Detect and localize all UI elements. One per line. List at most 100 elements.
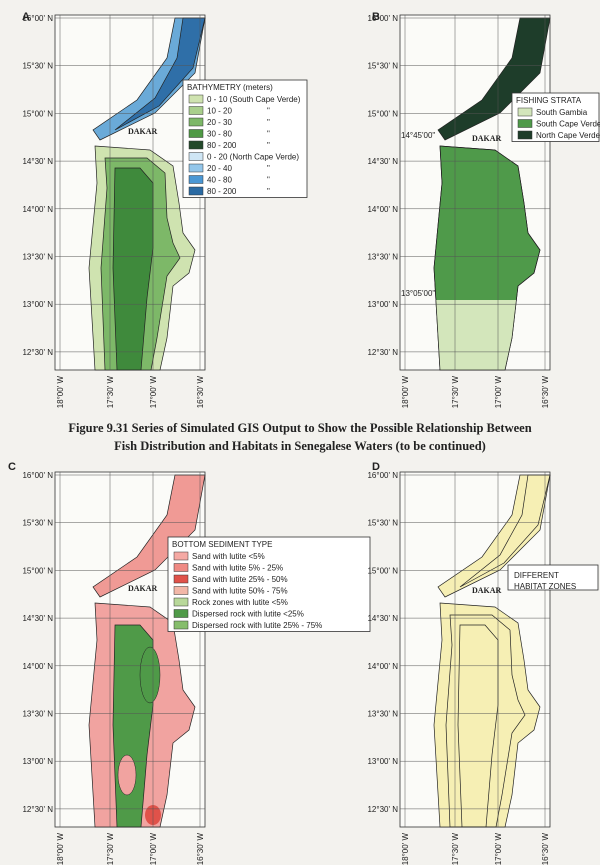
legend-label: 40 - 80 — [207, 176, 232, 185]
longitude-label: 17°00' W — [149, 376, 158, 409]
legend-label: 80 - 200 — [207, 141, 237, 150]
legend-ditto: " — [267, 118, 270, 127]
legend-swatch — [173, 597, 189, 607]
region — [433, 145, 541, 371]
panel-label: B — [372, 11, 380, 23]
legend-title: BOTTOM SEDIMENT TYPE — [172, 540, 272, 549]
region — [437, 17, 551, 141]
legend-label: 20 - 40 — [207, 164, 232, 173]
legend-label: South Gambia — [536, 108, 588, 117]
legend-swatch — [517, 119, 533, 128]
legend-swatch — [517, 130, 533, 140]
map — [433, 17, 551, 371]
legend-ditto: " — [267, 176, 270, 185]
latitude-label: 13°30' N — [22, 710, 53, 719]
longitude-label: 16°30' W — [196, 833, 205, 865]
place-label: DAKAR — [128, 584, 158, 593]
longitude-label: 18°00' W — [56, 376, 65, 409]
longitude-label: 17°00' W — [494, 376, 503, 409]
legend-box — [167, 536, 371, 632]
legend-box — [182, 79, 308, 198]
latitude-label: 12°30' N — [367, 348, 398, 357]
map — [88, 17, 206, 371]
longitude-label: 18°00' W — [401, 376, 410, 409]
latitude-label: 15°00' N — [367, 109, 398, 118]
legend-label: South Cape Verde — [536, 120, 600, 129]
legend-title: DIFFERENT — [514, 571, 559, 580]
latitude-label: 15°30' N — [22, 62, 53, 71]
place-label: DAKAR — [472, 586, 502, 595]
map — [433, 474, 551, 828]
legend-swatch — [173, 574, 189, 584]
latitude-label: 12°30' N — [22, 805, 53, 814]
legend-swatch — [173, 586, 189, 595]
legend-label: 20 - 30 — [207, 118, 232, 127]
legend-label: Sand with lutite 5% - 25% — [192, 564, 283, 573]
longitude-label: 16°30' W — [541, 833, 550, 865]
legend-swatch — [188, 129, 204, 138]
latitude-label: 15°00' N — [367, 566, 398, 575]
longitude-label: 17°00' W — [494, 833, 503, 865]
panel-label: D — [372, 461, 380, 473]
region — [445, 614, 526, 828]
latitude-label: 13°00' N — [367, 757, 398, 766]
latitude-label: 15°00' N — [22, 109, 53, 118]
legend-label: Sand with lutite 50% - 75% — [192, 587, 288, 596]
latitude-label: 14°30' N — [22, 157, 53, 166]
legend-label: Dispersed rock with lutite 25% - 75% — [192, 621, 322, 630]
panel-label: C — [8, 461, 16, 473]
longitude-label: 18°00' W — [401, 833, 410, 865]
latitude-label: 14°00' N — [22, 205, 53, 214]
latitude-label: 14°30' N — [22, 614, 53, 623]
legend-swatch — [517, 107, 533, 117]
legend-swatch — [173, 551, 189, 561]
latitude-label: 16°00' N — [367, 471, 398, 480]
legend-label: Sand with lutite 25% - 50% — [192, 575, 288, 584]
legend-ditto: " — [267, 164, 270, 173]
legend-ditto: " — [267, 141, 270, 150]
place-label: DAKAR — [128, 127, 158, 136]
panel-label: A — [22, 11, 30, 23]
legend-label: 0 - 20 (North Cape Verde) — [207, 153, 299, 162]
latitude-label: 14°30' N — [367, 614, 398, 623]
latitude-label: 15°30' N — [367, 62, 398, 71]
legend-title: FISHING STRATA — [516, 96, 582, 105]
latitude-label: 15°30' N — [367, 519, 398, 528]
legend-label: Dispersed rock with lutite <25% — [192, 610, 304, 619]
latitude-label: 16°00' N — [22, 14, 53, 23]
legend-swatch — [188, 186, 204, 196]
legend-swatch — [173, 620, 189, 630]
legend-swatch — [188, 117, 204, 127]
latitude-label: 14°00' N — [367, 662, 398, 671]
legend-ditto: " — [267, 130, 270, 139]
legend-swatch — [188, 152, 204, 161]
latitude-label: 13°30' N — [367, 710, 398, 719]
latitude-label: 16°00' N — [367, 14, 398, 23]
legend-label: 10 - 20 — [207, 107, 232, 116]
boundary-label: 14°45'00" — [401, 131, 435, 140]
legend-swatch — [188, 94, 204, 104]
region — [457, 624, 499, 828]
legend-title: BATHYMETRY (meters) — [187, 83, 273, 92]
legend-ditto: " — [267, 107, 270, 116]
region — [112, 167, 154, 371]
longitude-label: 17°30' W — [451, 833, 460, 865]
region — [139, 646, 161, 704]
latitude-label: 15°00' N — [22, 566, 53, 575]
latitude-label: 13°00' N — [22, 757, 53, 766]
map — [88, 474, 206, 828]
legend-ditto: " — [267, 187, 270, 196]
longitude-label: 17°30' W — [451, 376, 460, 409]
longitude-label: 18°00' W — [56, 833, 65, 865]
legend-label: Rock zones with lutite <5% — [192, 598, 288, 607]
legend-title: HABITAT ZONES — [514, 582, 576, 591]
region — [114, 17, 206, 131]
latitude-label: 13°00' N — [367, 300, 398, 309]
legend-label: 80 - 200 — [207, 187, 237, 196]
region — [117, 754, 137, 796]
legend-swatch — [188, 163, 204, 173]
legend-swatch — [173, 609, 189, 618]
latitude-label: 14°00' N — [367, 205, 398, 214]
boundary-label: 13°05'00" — [401, 289, 435, 298]
